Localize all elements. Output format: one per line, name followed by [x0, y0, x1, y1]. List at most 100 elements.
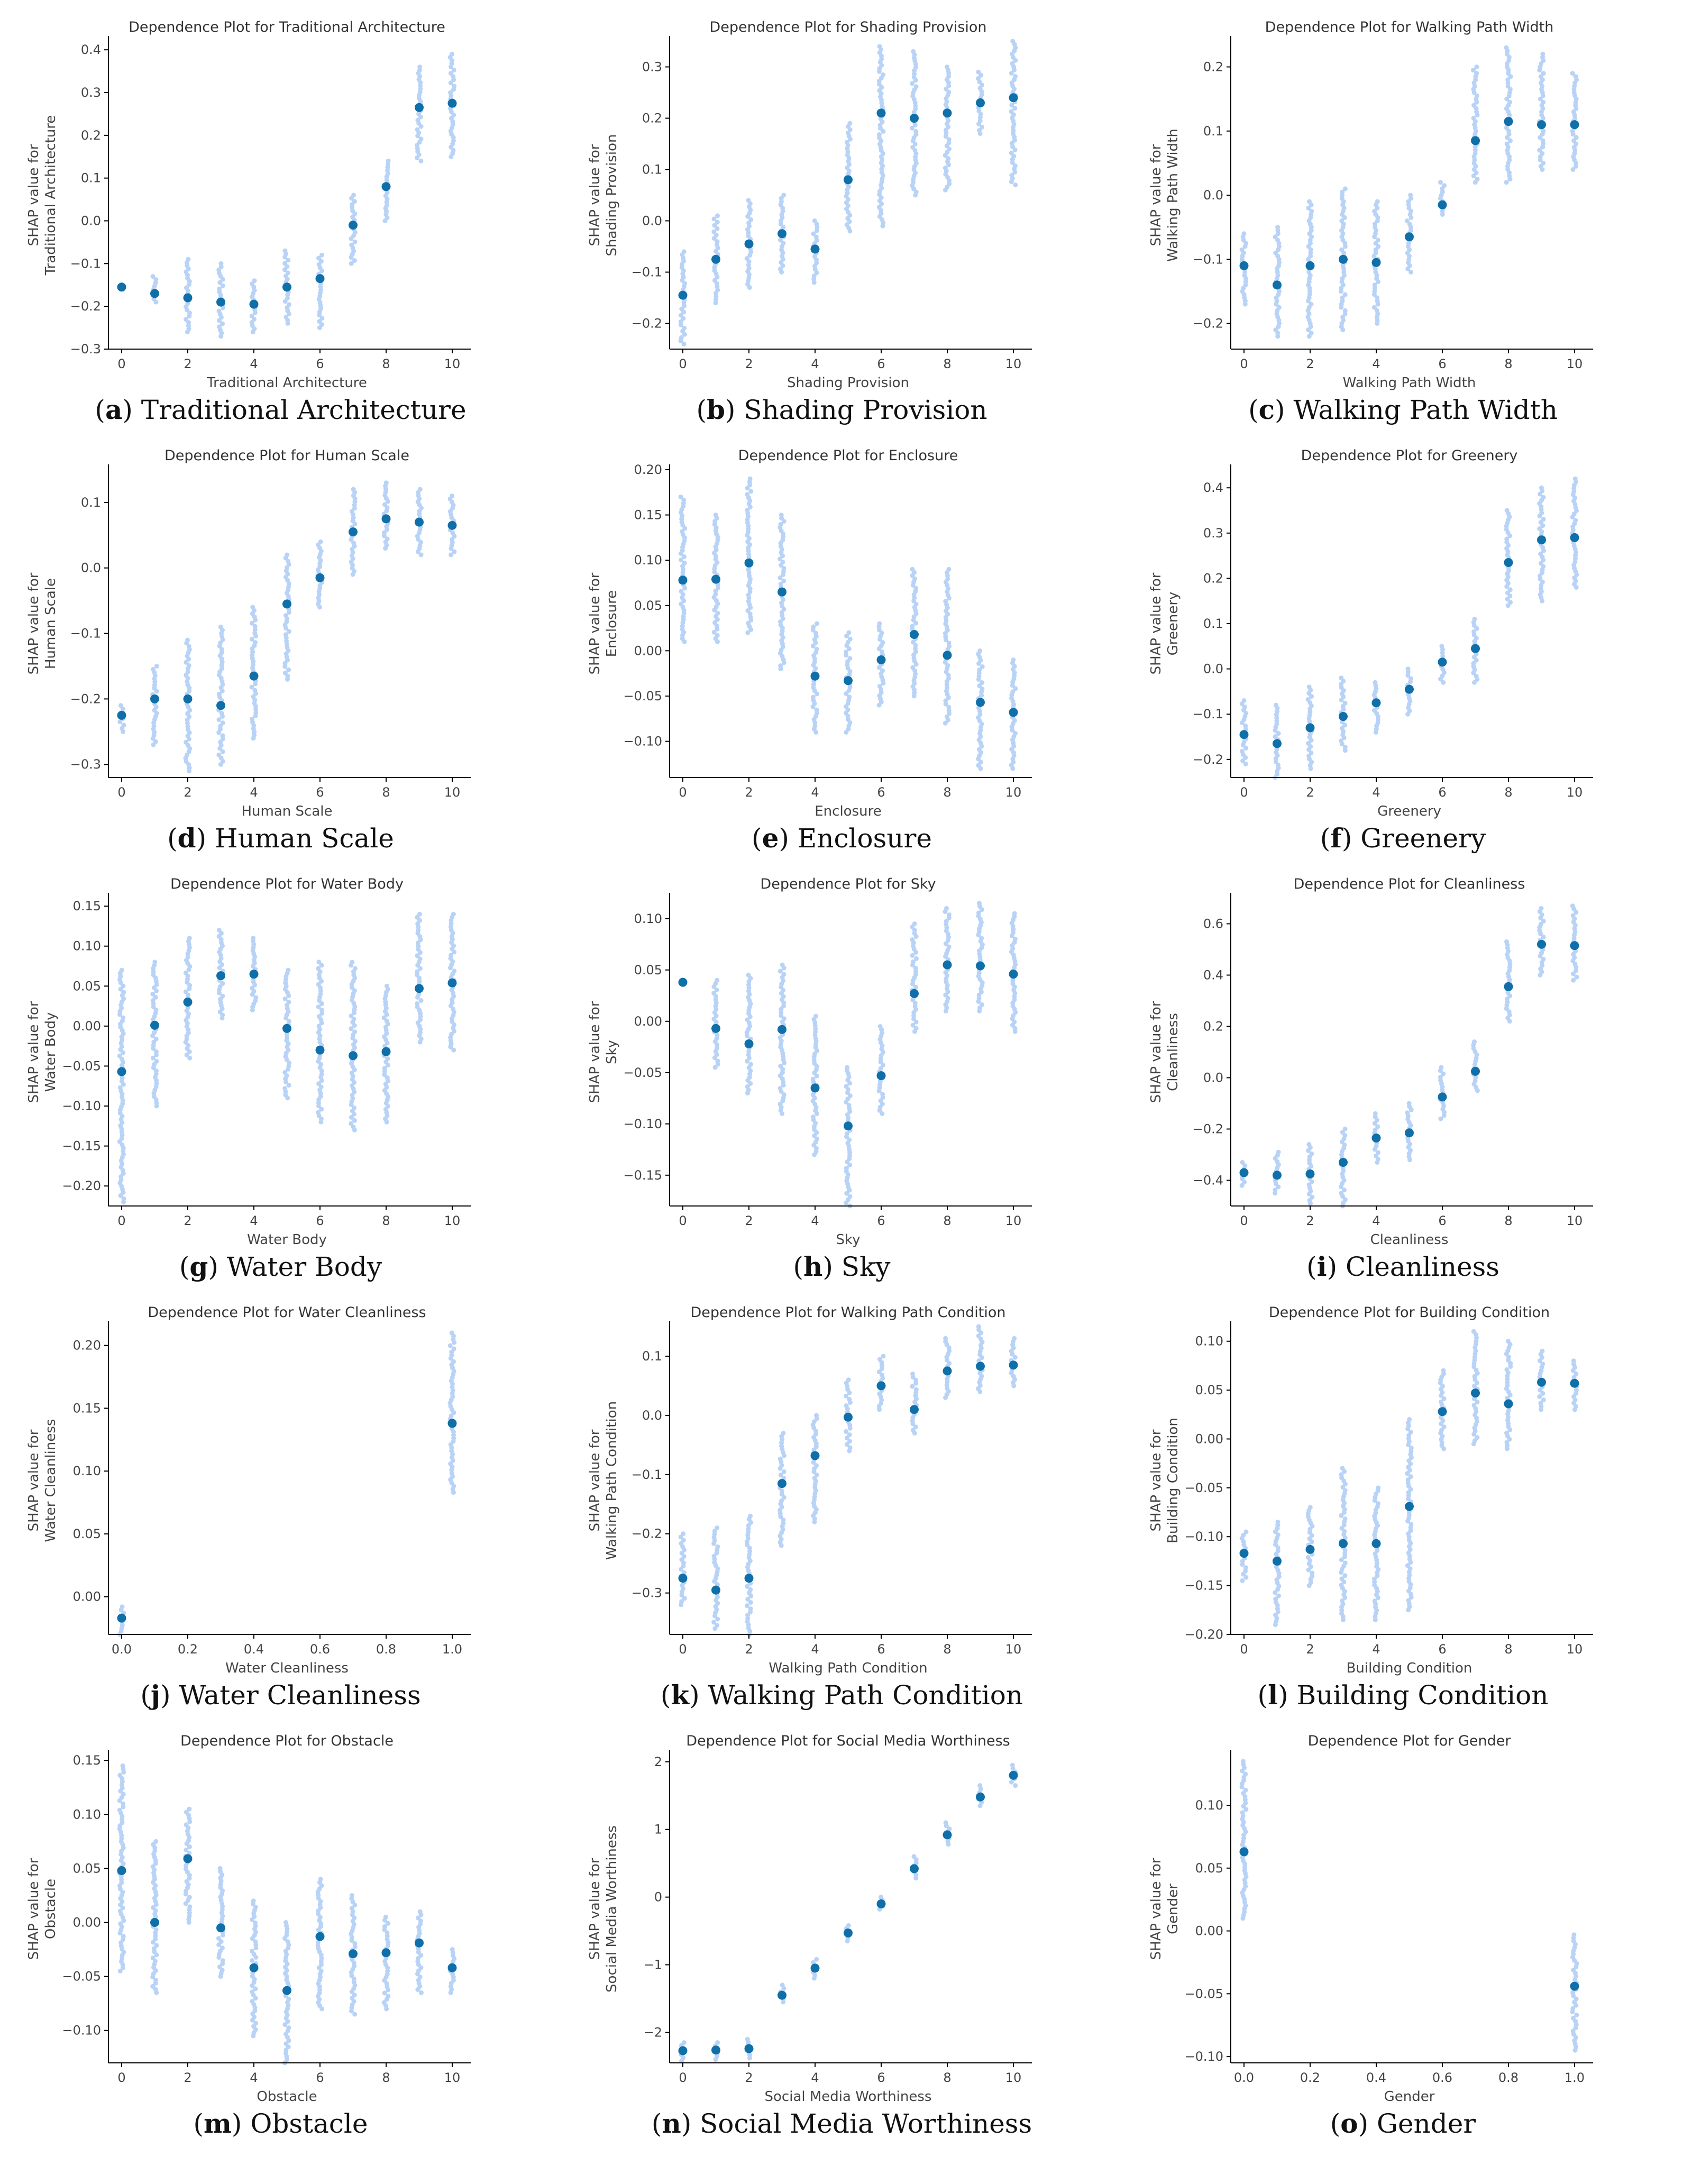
x-tick-label: 10	[1567, 1213, 1583, 1228]
mean-shap-point	[976, 1792, 985, 1802]
shap-sample-point	[1339, 1513, 1344, 1518]
shap-sample-point	[1471, 661, 1476, 666]
y-axis-label: Building Condition	[1165, 1418, 1181, 1543]
y-axis-label: Water Body	[43, 1012, 59, 1092]
shap-sample-point	[1405, 666, 1411, 672]
mean-shap-point	[1405, 232, 1414, 242]
x-tick-label: 0	[679, 1642, 687, 1657]
y-tick-label: −0.1	[70, 626, 101, 641]
mean-shap-point	[249, 671, 259, 681]
shap-sample-point	[748, 489, 754, 494]
mean-shap-point	[943, 1830, 952, 1840]
x-tick-label: 8	[943, 1213, 951, 1228]
mean-shap-point	[216, 1923, 225, 1933]
caption-text: Sky	[841, 1251, 891, 1282]
shap-sample-point	[417, 956, 423, 962]
shap-sample-point	[1012, 1336, 1017, 1341]
shap-sample-point	[451, 68, 456, 73]
chart-panel-h: Dependence Plot for Sky −0.15 −0.10 −0.05 0.…	[561, 857, 1122, 1285]
shap-sample-point	[1441, 1368, 1446, 1373]
caption-letter: i	[1316, 1251, 1327, 1282]
mean-shap-point	[810, 1451, 820, 1460]
mean-shap-point	[810, 671, 820, 681]
shap-sample-point	[881, 129, 886, 134]
mean-shap-point	[1239, 261, 1249, 270]
shap-sample-point	[1572, 476, 1578, 481]
shap-sample-point	[415, 1956, 420, 1961]
y-tick-label: 1	[654, 1822, 662, 1837]
shap-sample-point	[447, 1343, 453, 1348]
caption-text: Greenery	[1360, 823, 1486, 854]
shap-sample-point	[814, 646, 819, 652]
shap-sample-point	[1442, 183, 1447, 188]
shap-sample-point	[1474, 93, 1479, 98]
shap-sample-point	[745, 1017, 750, 1022]
shap-sample-point	[1240, 1160, 1245, 1165]
shap-sample-point	[913, 984, 918, 990]
shap-sample-point	[711, 1620, 717, 1625]
y-tick-label: −0.05	[62, 1969, 101, 1984]
shap-sample-point	[1309, 208, 1314, 214]
shap-sample-point	[913, 1026, 919, 1031]
shap-sample-point	[1408, 1522, 1414, 1527]
x-tick-label: 0	[117, 357, 125, 371]
shap-sample-point	[1405, 1110, 1410, 1116]
figure-caption: (n) Social Media Worthiness	[651, 2108, 1032, 2139]
y-tick-label: 0.1	[1203, 616, 1223, 631]
shap-sample-point	[1240, 1578, 1245, 1583]
y-axis-label: SHAP value for	[26, 144, 42, 246]
shap-sample-point	[117, 719, 123, 725]
shap-sample-point	[117, 1085, 123, 1090]
x-axis-label: Cleanliness	[1370, 1232, 1449, 1248]
shap-sample-point	[944, 906, 949, 911]
shap-sample-point	[153, 1927, 159, 1932]
shap-sample-point	[744, 256, 749, 261]
shap-sample-point	[1507, 587, 1513, 592]
shap-sample-point	[186, 257, 191, 262]
shap-sample-point	[778, 556, 783, 562]
shap-sample-point	[1472, 1374, 1477, 1379]
shap-sample-point	[117, 1908, 123, 1914]
shap-sample-point	[152, 960, 158, 965]
shap-sample-point	[1505, 77, 1511, 83]
x-tick-label: 2	[184, 785, 191, 800]
y-tick-label: 0.4	[81, 42, 101, 57]
shap-sample-point	[715, 226, 720, 231]
x-tick-label: 4	[250, 2070, 258, 2085]
shap-sample-point	[1309, 301, 1314, 307]
shap-sample-point	[781, 566, 786, 571]
shap-sample-point	[286, 629, 291, 634]
shap-sample-point	[680, 529, 685, 534]
shap-sample-point	[250, 1958, 255, 1963]
shap-sample-point	[1541, 1397, 1546, 1403]
shap-sample-point	[220, 283, 225, 288]
x-tick-label: 10	[444, 357, 461, 371]
shap-sample-point	[879, 649, 884, 654]
caption-letter: f	[1330, 823, 1342, 854]
shap-sample-point	[778, 663, 783, 669]
shap-sample-point	[250, 985, 255, 991]
y-tick-label: 0.3	[1203, 526, 1223, 541]
shap-sample-point	[352, 966, 358, 971]
shap-sample-point	[1504, 508, 1510, 513]
shap-sample-point	[1242, 1163, 1248, 1168]
shap-sample-point	[679, 589, 684, 594]
mean-points	[117, 1419, 457, 1623]
shap-sample-point	[844, 1191, 849, 1196]
shap-sample-point	[1241, 698, 1247, 703]
x-tick-label: 10	[1005, 357, 1022, 371]
shap-sample-point	[844, 222, 849, 227]
shap-sample-point	[1276, 1593, 1281, 1598]
shap-sample-point	[745, 492, 750, 497]
shap-sample-point	[352, 2012, 358, 2017]
shap-sample-point	[415, 969, 420, 974]
shap-sample-point	[1009, 150, 1014, 156]
shap-sample-point	[1474, 626, 1479, 631]
y-tick-label: −0.10	[1184, 1529, 1223, 1544]
shap-sample-point	[913, 129, 919, 134]
shap-sample-point	[946, 944, 952, 949]
shap-sample-point	[845, 1442, 849, 1447]
shap-sample-point	[386, 1921, 391, 1926]
shap-sample-point	[1574, 135, 1579, 140]
caption-text: Water Cleanliness	[179, 1680, 421, 1711]
